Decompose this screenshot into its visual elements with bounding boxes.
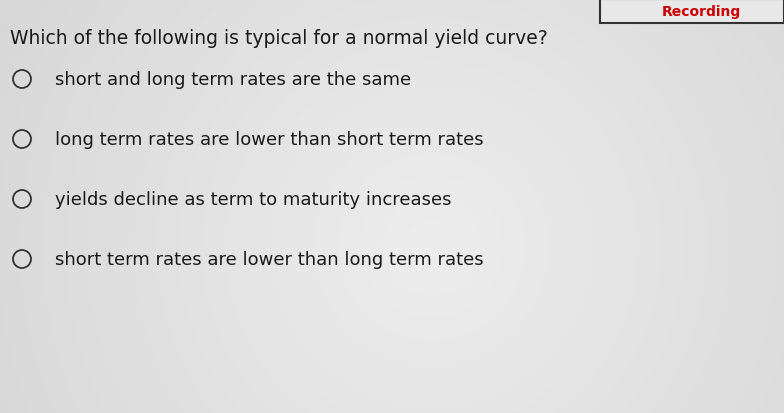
Bar xyxy=(600,0,784,24)
Text: Recording: Recording xyxy=(662,5,741,19)
Text: long term rates are lower than short term rates: long term rates are lower than short ter… xyxy=(55,131,484,149)
Text: short term rates are lower than long term rates: short term rates are lower than long ter… xyxy=(55,250,484,268)
Text: yields decline as term to maturity increases: yields decline as term to maturity incre… xyxy=(55,190,452,209)
Text: Which of the following is typical for a normal yield curve?: Which of the following is typical for a … xyxy=(10,28,548,47)
Text: short and long term rates are the same: short and long term rates are the same xyxy=(55,71,411,89)
